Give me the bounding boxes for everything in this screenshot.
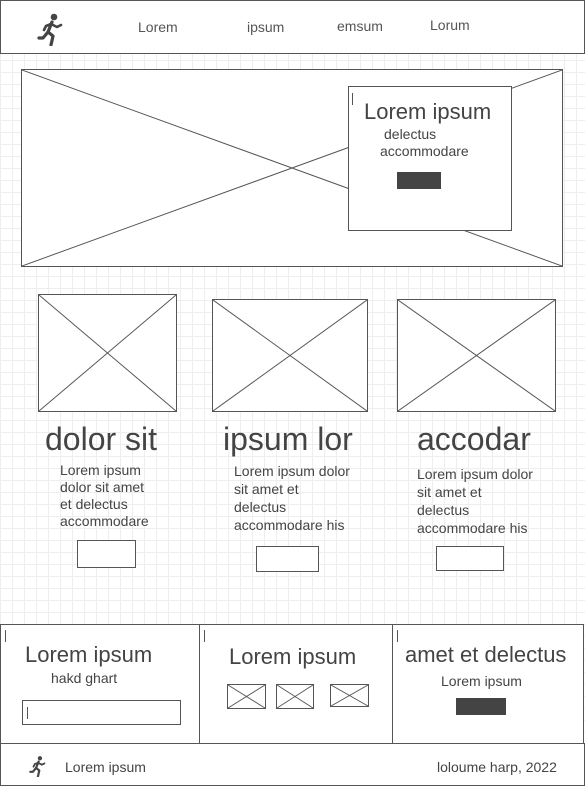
text-caret — [204, 630, 205, 642]
card-3-body-line: delectus — [417, 502, 470, 518]
image-placeholder-icon — [213, 300, 367, 411]
card-1-body: Lorem ipsum dolor sit amet et delectus a… — [60, 462, 149, 530]
card-2-body-line: Lorem ipsum dolor — [234, 463, 350, 479]
bottom-panel-left: Lorem ipsum hakd ghart — [0, 624, 200, 744]
hero-callout-title: Lorem ipsum — [364, 99, 492, 124]
card-3-title: accodar — [417, 421, 531, 457]
footer-bar: Lorem ipsum loloume harp, 2022 — [0, 743, 585, 786]
image-placeholder-icon — [277, 685, 313, 708]
thumbnail-placeholder-3 — [330, 684, 369, 707]
bottom-middle-title: Lorem ipsum — [229, 644, 357, 669]
image-placeholder-icon — [398, 300, 555, 411]
footer-copyright: loloume harp, 2022 — [437, 759, 557, 775]
bottom-right-title: amet et delectus — [405, 642, 567, 667]
thumbnail-placeholder-1 — [227, 684, 266, 709]
hero-callout-line2: accommodare — [380, 143, 469, 159]
nav-link-emsum[interactable]: emsum — [337, 18, 383, 34]
card-1-button[interactable] — [77, 540, 136, 568]
running-person-icon[interactable] — [37, 12, 65, 47]
card-3-body-line: sit amet et — [417, 484, 482, 500]
card-2-body-line: accommodare his — [234, 517, 345, 533]
running-person-icon[interactable] — [29, 755, 47, 778]
text-caret — [27, 707, 28, 719]
card-2-body-line: sit amet et — [234, 481, 299, 497]
bottom-left-subtitle: hakd ghart — [51, 670, 118, 686]
nav-link-lorum[interactable]: Lorum — [430, 17, 470, 33]
image-placeholder-icon — [228, 685, 265, 708]
bottom-panel-middle: Lorem ipsum — [199, 624, 393, 744]
hero-callout-line1: delectus — [384, 126, 437, 142]
card-2-body: Lorem ipsum dolor sit amet et delectus a… — [234, 462, 350, 534]
card-2-image-placeholder — [212, 299, 368, 412]
card-3-image-placeholder — [397, 299, 556, 412]
image-placeholder-icon — [39, 295, 176, 411]
card-3-body: Lorem ipsum dolor sit amet et delectus a… — [417, 465, 533, 537]
card-3-button[interactable] — [436, 546, 504, 571]
card-1-body-line: accommodare — [60, 513, 149, 529]
card-1-body-line: Lorem ipsum — [60, 462, 141, 478]
text-caret — [5, 630, 6, 642]
card-3-body-line: accommodare his — [417, 520, 528, 536]
bottom-left-title: Lorem ipsum — [25, 642, 153, 667]
bottom-right-button[interactable] — [456, 698, 506, 715]
card-2-button[interactable] — [256, 546, 319, 572]
text-input-field[interactable] — [22, 700, 181, 725]
bottom-panel-right: amet et delectus Lorem ipsum — [392, 624, 584, 744]
card-2-body-line: delectus — [234, 499, 287, 515]
hero-callout-button[interactable] — [397, 172, 441, 189]
card-2-title: ipsum lor — [223, 421, 353, 457]
thumbnail-placeholder-2 — [276, 684, 314, 709]
top-nav-bar: Lorem ipsum emsum Lorum — [0, 0, 585, 54]
bottom-right-subtitle: Lorem ipsum — [441, 673, 522, 689]
hero-callout-card: Lorem ipsum delectus accommodare — [348, 86, 512, 231]
card-1-body-line: et delectus — [60, 496, 128, 512]
text-caret — [352, 93, 353, 105]
card-1-title: dolor sit — [45, 421, 158, 457]
nav-link-ipsum[interactable]: ipsum — [247, 19, 285, 35]
card-1-image-placeholder — [38, 294, 177, 412]
image-placeholder-icon — [331, 685, 368, 706]
nav-link-lorem[interactable]: Lorem — [138, 19, 178, 35]
footer-left-text: Lorem ipsum — [65, 759, 146, 775]
card-3-body-line: Lorem ipsum dolor — [417, 466, 533, 482]
text-caret — [397, 630, 398, 642]
card-1-body-line: dolor sit amet — [60, 479, 145, 495]
